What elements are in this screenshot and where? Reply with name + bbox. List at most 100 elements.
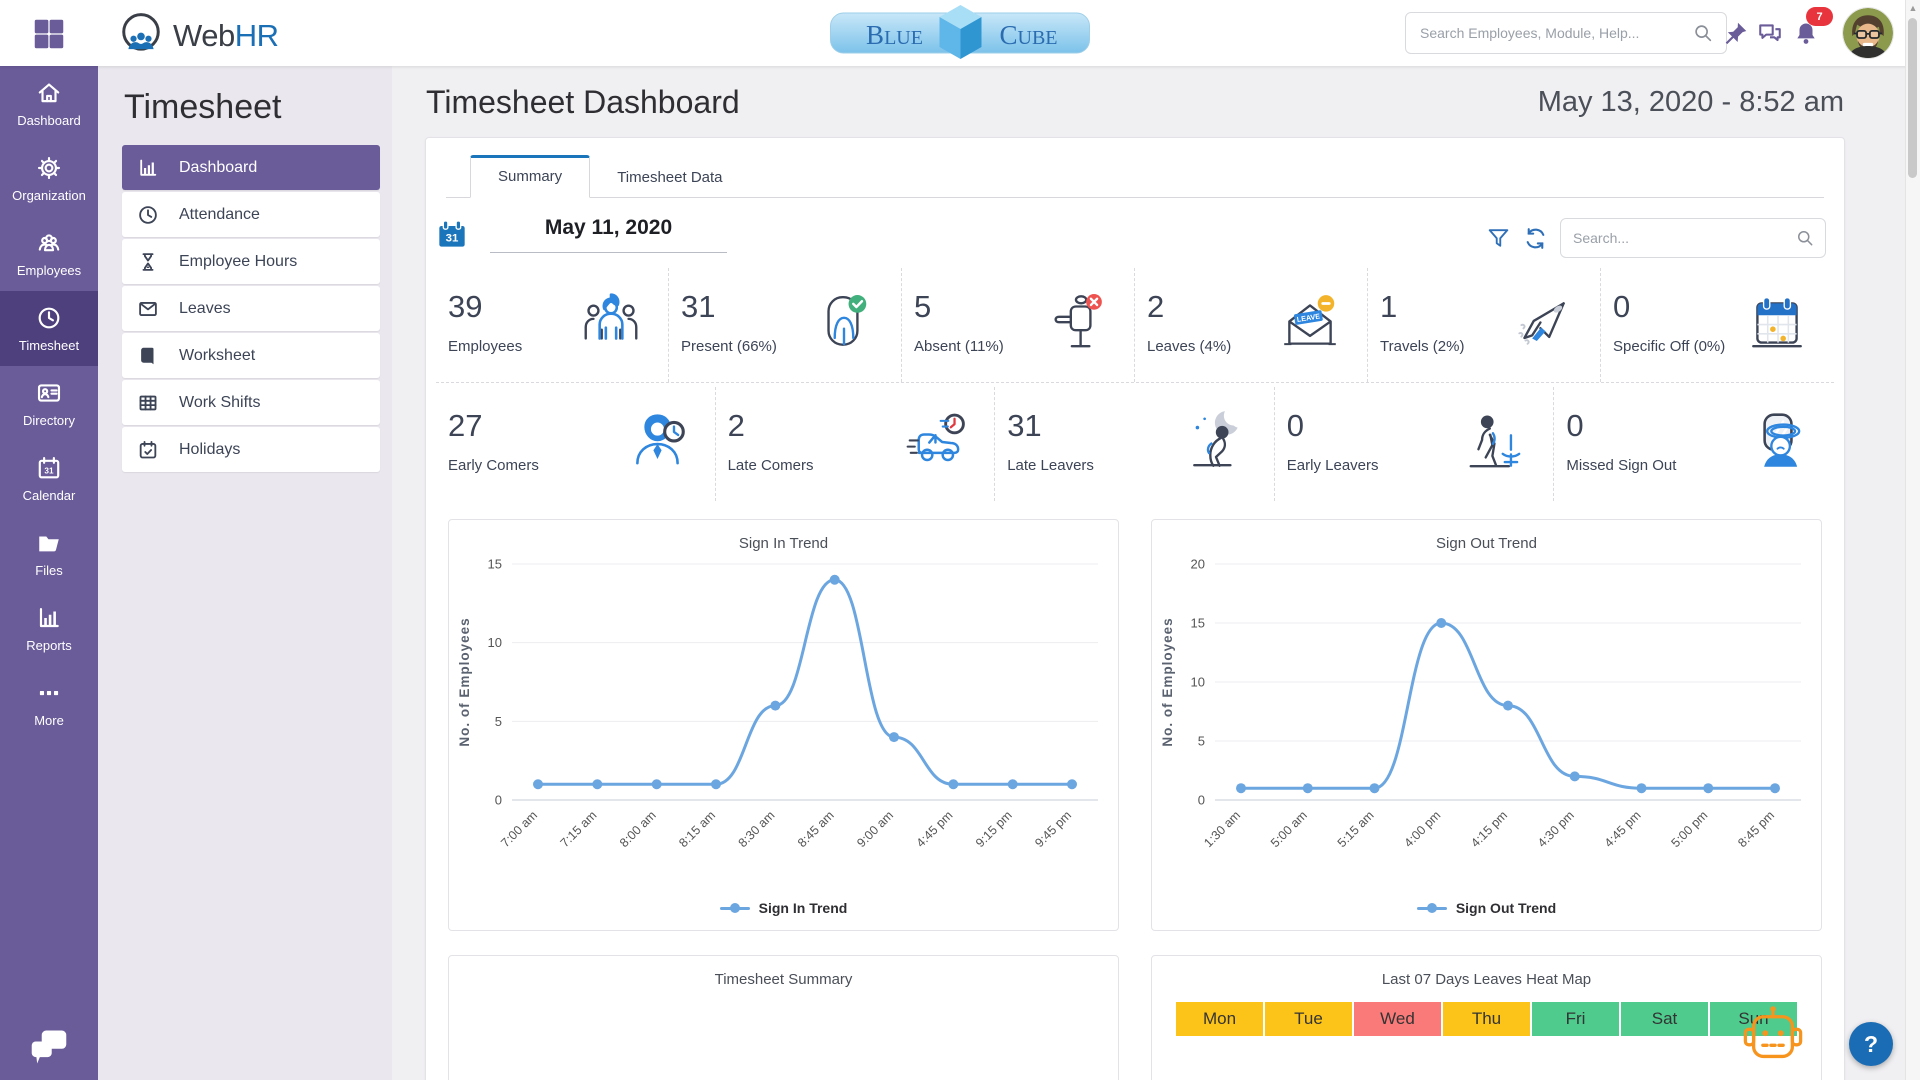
svg-text:8:30 am: 8:30 am [735,808,777,850]
submenu-item-leaves[interactable]: Leaves [122,286,380,331]
submenu-item-label: Dashboard [179,158,258,176]
stat-specific-off-0: 0 Specific Off (0%) [1601,268,1834,382]
sidebar-item-timesheet[interactable]: Timesheet [0,291,98,366]
chart-title: Sign Out Trend [1436,535,1537,552]
chart-plot-area: 0 5 10 15 20 1:30 am 5:00 am 5:15 am 4:00 pm 4:15… [1152,552,1821,898]
missed-signout-icon [1744,409,1810,475]
sidebar-item-directory[interactable]: Directory [0,366,98,441]
book-icon [137,345,159,367]
stat-employees: 39 Employees [436,268,669,382]
tab-bar: Summary Timesheet Data [446,154,1824,198]
stat-label: Travels (2%) [1380,338,1465,355]
timesheet-submenu: Timesheet Dashboard Attendance Employee … [98,66,392,1080]
svg-text:10: 10 [487,635,501,650]
submenu-item-employee-hours[interactable]: Employee Hours [122,239,380,284]
stat-value: 0 [1613,289,1631,324]
chatbot-robot-icon[interactable] [1742,1004,1804,1079]
refresh-icon[interactable] [1523,226,1548,251]
stat-travels-2: 1 Travels (2%) [1368,268,1601,382]
svg-text:31: 31 [446,232,459,244]
search-icon[interactable] [1692,22,1714,44]
pin-icon[interactable] [1723,20,1749,46]
fingerprint-check-icon [811,290,877,356]
messages-icon[interactable] [1757,20,1783,46]
stat-label: Early Leavers [1286,457,1379,474]
sidebar-item-organization[interactable]: Organization [0,141,98,216]
svg-text:4:45 pm: 4:45 pm [1601,808,1643,850]
svg-text:8:45 pm: 8:45 pm [1735,808,1777,850]
svg-text:8:00 am: 8:00 am [616,808,658,850]
webhr-logo[interactable]: WebHR [118,10,279,61]
bluecube-logo[interactable]: BLUE CUBE [823,2,1098,69]
submenu-item-work-shifts[interactable]: Work Shifts [122,380,380,425]
sidebar-item-label: Timesheet [18,338,80,353]
empty-chair-icon [1044,290,1110,356]
sidebar-item-dashboard[interactable]: Dashboard [0,66,98,141]
svg-text:4:45 pm: 4:45 pm [913,808,955,850]
search-icon[interactable] [1795,228,1815,248]
sidebar-item-label: Files [35,563,63,578]
svg-text:9:00 am: 9:00 am [854,808,896,850]
svg-text:0: 0 [1197,793,1204,808]
tab-summary[interactable]: Summary [470,155,591,198]
submenu-item-label: Holidays [179,440,241,458]
svg-text:5:00 am: 5:00 am [1268,808,1310,850]
stat-early-comers: 27 Early Comers [436,387,716,501]
submenu-item-holidays[interactable]: Holidays [122,427,380,472]
sidebar-item-files[interactable]: Files [0,516,98,591]
contact-card-icon [36,380,62,406]
panel-search-input[interactable] [1571,229,1795,247]
scrollbar-thumb[interactable] [1908,18,1917,178]
submenu-item-worksheet[interactable]: Worksheet [122,333,380,378]
calendar-31-icon[interactable]: 31 [436,218,468,252]
notifications-bell-icon[interactable] [1793,20,1819,46]
tab-timesheet-data[interactable]: Timesheet Data [617,169,723,186]
sidebar-item-reports[interactable]: Reports [0,591,98,666]
sidebar-item-label: Reports [26,638,72,653]
stat-label: Late Comers [727,457,814,474]
vertical-scrollbar[interactable]: ▲ [1905,0,1920,1080]
sign-in-trend-chart: Sign In Trend 0 5 10 15 7:00 am 7:15 am 8:00 a… [448,519,1119,931]
sidebar-item-employees[interactable]: Employees [0,216,98,291]
global-search-input[interactable] [1418,24,1692,42]
app-grid-icon[interactable] [30,15,68,53]
svg-text:8:45 am: 8:45 am [794,808,836,850]
sidebar-item-label: Dashboard [17,113,81,128]
card-title: Timesheet Summary [714,971,853,988]
stat-value: 31 [681,289,716,324]
leave-envelope-icon: LEAVE [1277,290,1343,356]
stat-present-66: 31 Present (66%) [669,268,902,382]
stat-label: Missed Sign Out [1566,457,1677,474]
submenu-item-label: Work Shifts [179,393,261,411]
svg-text:1:30 am: 1:30 am [1201,808,1243,850]
selected-date[interactable]: May 11, 2020 [490,216,727,253]
chart-legend[interactable]: Sign Out Trend [1152,898,1821,930]
page-title: Timesheet Dashboard [426,84,740,120]
stat-value: 0 [1566,408,1584,443]
airplane-icon [1510,290,1576,356]
submenu-item-dashboard[interactable]: Dashboard [122,145,380,190]
stat-absent-11: 5 Absent (11%) [902,268,1135,382]
submenu-item-label: Employee Hours [179,252,298,270]
chart-legend[interactable]: Sign In Trend [449,898,1118,930]
svg-text:7:15 am: 7:15 am [557,808,599,850]
stat-label: Leaves (4%) [1147,338,1232,355]
scrollbar-up-arrow[interactable]: ▲ [1908,3,1918,13]
chat-bubble-icon[interactable] [0,1026,98,1066]
sidebar-item-calendar[interactable]: 31 Calendar [0,441,98,516]
svg-text:31: 31 [44,467,54,476]
stat-label: Late Leavers [1007,457,1094,474]
employees-icon [578,290,644,356]
filter-funnel-icon[interactable] [1486,226,1511,251]
user-avatar[interactable] [1843,8,1893,58]
svg-text:4:00 pm: 4:00 pm [1401,808,1443,850]
svg-text:15: 15 [487,557,501,572]
submenu-item-attendance[interactable]: Attendance [122,192,380,237]
sidebar-item-more[interactable]: More [0,666,98,741]
help-button[interactable]: ? [1849,1022,1893,1066]
global-search [1405,12,1727,54]
chart-title: Sign In Trend [738,535,829,552]
svg-text:4:15 pm: 4:15 pm [1468,808,1510,850]
sidebar-item-label: Employees [16,263,82,278]
heatmap-day-mon: Mon [1176,1002,1263,1036]
